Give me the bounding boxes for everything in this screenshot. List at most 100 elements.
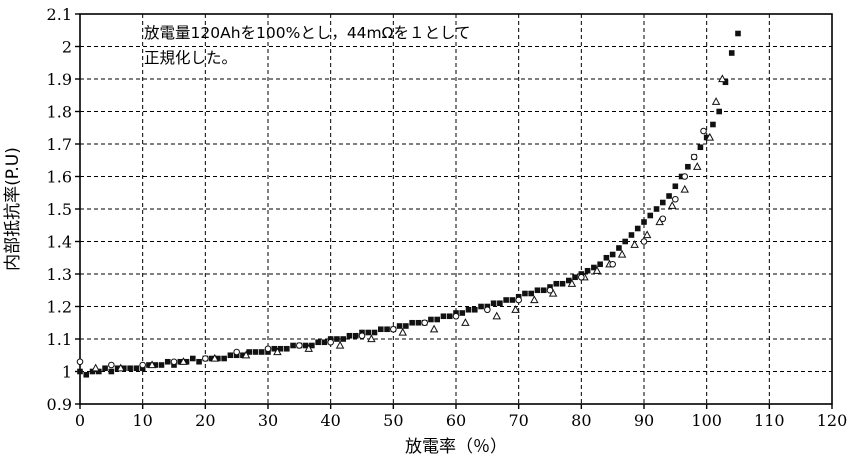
- annotation-line-2: 正規化した。: [144, 49, 237, 67]
- data-point-circle: [328, 339, 334, 345]
- y-tick-label: 1.9: [47, 70, 72, 89]
- data-point-square: [83, 372, 89, 378]
- data-point-square: [416, 320, 422, 326]
- x-tick-label: 20: [195, 411, 215, 430]
- data-point-square: [290, 343, 296, 349]
- data-point-triangle: [631, 241, 638, 247]
- data-point-square: [334, 336, 340, 342]
- data-point-square: [409, 320, 415, 326]
- data-point-triangle: [462, 319, 469, 325]
- data-point-square: [447, 313, 453, 319]
- data-point-square: [403, 323, 409, 329]
- data-point-triangle: [713, 98, 720, 104]
- data-point-square: [528, 291, 534, 297]
- data-point-square: [666, 193, 672, 199]
- data-point-square: [616, 245, 622, 251]
- x-tick-label: 120: [817, 411, 848, 430]
- x-tick-label: 30: [258, 411, 278, 430]
- y-tick-label: 1.2: [47, 298, 72, 317]
- data-point-circle: [391, 326, 397, 332]
- data-point-square: [716, 109, 722, 115]
- data-point-circle: [691, 154, 697, 160]
- x-axis-tick-labels: 0102030405060708090100110120: [75, 411, 847, 430]
- data-point-square: [102, 365, 108, 371]
- data-point-circle: [140, 362, 146, 368]
- data-point-triangle: [399, 329, 406, 335]
- y-axis-title: 内部抵抗率(P.U): [3, 147, 23, 271]
- data-point-circle: [297, 343, 303, 349]
- data-point-triangle: [644, 231, 651, 237]
- data-point-circle: [673, 196, 679, 202]
- grid-lines: [75, 14, 832, 409]
- data-point-square: [347, 333, 353, 339]
- data-point-square: [322, 339, 328, 345]
- x-tick-label: 70: [508, 411, 528, 430]
- data-point-square: [478, 304, 484, 310]
- y-tick-label: 1.6: [47, 168, 72, 187]
- data-point-square: [698, 144, 704, 150]
- data-point-triangle: [493, 313, 500, 319]
- data-point-square: [284, 346, 290, 352]
- data-point-square: [654, 206, 660, 212]
- data-point-square: [729, 50, 735, 56]
- data-point-circle: [453, 313, 459, 319]
- data-point-circle: [682, 174, 688, 180]
- x-tick-label: 100: [691, 411, 722, 430]
- data-point-square: [572, 274, 578, 280]
- x-tick-label: 90: [634, 411, 654, 430]
- data-point-square: [127, 365, 133, 371]
- data-point-square: [635, 226, 641, 232]
- x-tick-label: 60: [446, 411, 466, 430]
- data-point-square: [510, 297, 516, 303]
- data-point-square: [434, 317, 440, 323]
- y-tick-label: 1: [62, 363, 72, 382]
- data-point-square: [491, 300, 497, 306]
- x-axis-title: 放電率（％）: [405, 437, 507, 457]
- data-point-triangle: [337, 342, 344, 348]
- data-point-triangle: [694, 163, 701, 169]
- y-tick-label: 1.4: [47, 233, 72, 252]
- data-point-circle: [485, 307, 491, 313]
- data-point-square: [541, 287, 547, 293]
- data-point-square: [253, 349, 259, 355]
- data-point-square: [384, 326, 390, 332]
- x-tick-label: 80: [571, 411, 591, 430]
- data-point-square: [622, 239, 628, 245]
- data-point-square: [660, 200, 666, 206]
- data-point-square: [372, 330, 378, 336]
- data-point-square: [428, 317, 434, 323]
- data-point-square: [710, 122, 716, 128]
- data-point-circle: [265, 346, 271, 352]
- data-point-circle: [701, 128, 707, 134]
- data-point-triangle: [92, 365, 99, 371]
- data-point-square: [190, 356, 196, 362]
- data-point-square: [641, 219, 647, 225]
- data-point-square: [365, 330, 371, 336]
- data-point-square: [340, 336, 346, 342]
- y-tick-label: 2.1: [47, 5, 72, 24]
- data-point-square: [466, 307, 472, 313]
- data-point-square: [585, 268, 591, 274]
- data-point-square: [735, 31, 741, 37]
- data-point-square: [535, 287, 541, 293]
- data-point-square: [441, 313, 447, 319]
- data-point-square: [647, 213, 653, 219]
- data-point-square: [522, 291, 528, 297]
- data-point-circle: [660, 216, 666, 222]
- data-point-square: [610, 252, 616, 258]
- y-tick-label: 1.3: [47, 265, 72, 284]
- y-tick-label: 0.9: [47, 395, 72, 414]
- data-point-square: [353, 333, 359, 339]
- data-point-square: [159, 362, 165, 368]
- data-point-square: [196, 359, 202, 365]
- data-point-square: [109, 369, 115, 375]
- data-point-square: [77, 369, 83, 375]
- data-point-triangle: [431, 326, 438, 332]
- data-point-circle: [203, 356, 209, 362]
- y-tick-label: 2: [62, 38, 72, 57]
- y-tick-label: 1.8: [47, 103, 72, 122]
- x-tick-label: 110: [754, 411, 785, 430]
- annotation-line-1: 放電量120Ahを100%とし，44mΩを１として: [144, 24, 471, 42]
- data-point-circle: [77, 359, 83, 365]
